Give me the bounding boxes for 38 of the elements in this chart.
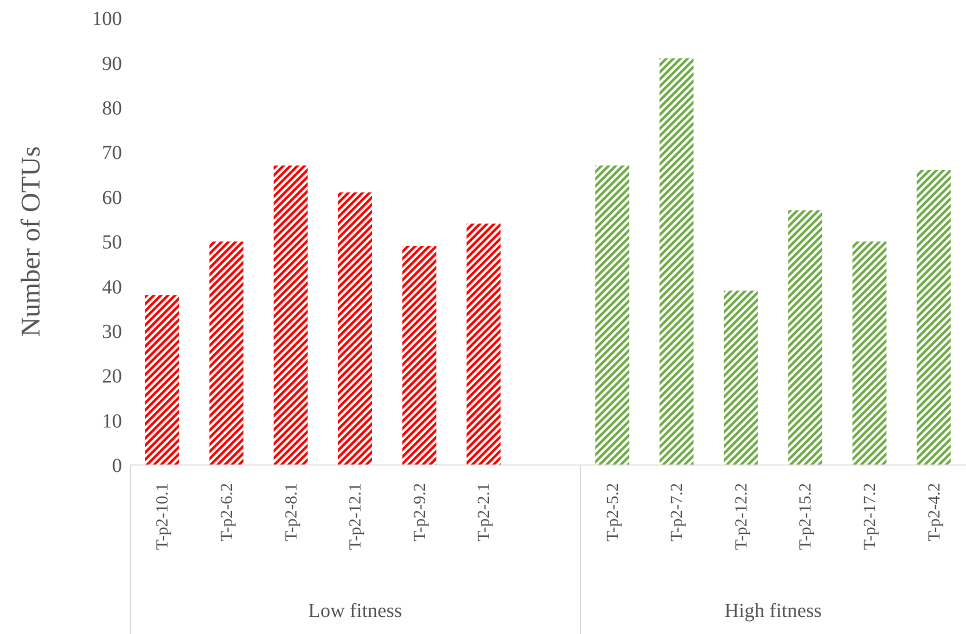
- bar: [466, 224, 501, 465]
- x-tick-label: T-p2-10.1: [152, 483, 172, 550]
- x-tick-label: T-p2-8.1: [281, 483, 300, 542]
- text: High fitness: [723, 600, 823, 623]
- y-tick-label: 0: [112, 455, 122, 478]
- bar: [660, 58, 694, 465]
- y-tick-label: 50: [102, 232, 122, 254]
- y-tick-label: 30: [102, 321, 122, 343]
- y-tick-label: 20: [102, 366, 122, 388]
- y-tick-label: 80: [102, 98, 122, 120]
- x-tick-label: T-p2-17.2: [860, 483, 880, 550]
- x-tick-label: T-p2-15.2: [796, 483, 815, 550]
- y-tick-label: 60: [102, 186, 122, 209]
- bar: [788, 210, 822, 465]
- bar: [724, 290, 758, 465]
- x-tick-label: T-p2-9.2: [410, 483, 429, 542]
- x-tick-label: T-p2-12.2: [731, 483, 750, 550]
- x-tick-label: T-p2-2.1: [474, 483, 494, 542]
- x-tick-label: T-p2-5.2: [602, 483, 622, 542]
- y-axis-title: Number of OTUs: [16, 146, 46, 337]
- y-tick-label: 10: [102, 410, 122, 432]
- y-tick-label: 40: [102, 276, 122, 298]
- x-tick-label: T-p2-4.2: [924, 483, 944, 542]
- y-tick-label: 100: [92, 8, 122, 30]
- text: Low fitness: [307, 600, 404, 623]
- y-tick-label: 90: [102, 52, 122, 75]
- x-tick-label: T-p2-7.2: [667, 483, 686, 542]
- bar: [402, 246, 436, 465]
- bar: [145, 295, 180, 465]
- bar: [595, 166, 630, 465]
- bar: [852, 242, 886, 465]
- bar: [274, 166, 308, 465]
- bar: [916, 170, 951, 465]
- bar: [338, 192, 372, 465]
- bar: [209, 242, 244, 465]
- x-tick-label: T-p2-6.2: [216, 483, 236, 542]
- x-tick-label: T-p2-12.1: [346, 483, 365, 550]
- y-tick-label: 70: [102, 142, 122, 164]
